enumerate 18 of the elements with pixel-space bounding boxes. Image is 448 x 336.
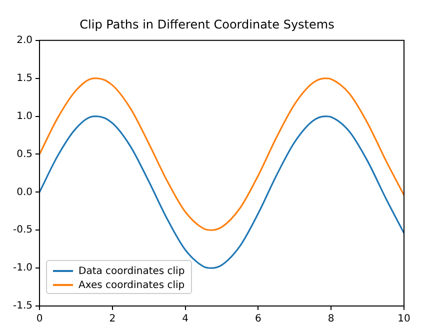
line-series (40, 78, 404, 231)
y-tick-label: 1.0 (16, 110, 33, 122)
y-tick-label: -0.5 (12, 224, 33, 236)
y-tick-label: -1.0 (12, 262, 33, 274)
x-tick-label: 6 (255, 314, 262, 325)
y-tick-label: 0.5 (16, 148, 33, 160)
y-tick-label: 2.0 (16, 34, 33, 46)
y-tick-label: 1.5 (16, 72, 33, 84)
y-tick-label: 0.0 (16, 186, 33, 198)
x-tick-label: 0 (36, 314, 43, 325)
chart-title: Clip Paths in Different Coordinate Systems (80, 17, 334, 32)
legend-label: Axes coordinates clip (78, 280, 185, 290)
y-tick-label: -1.5 (12, 300, 33, 312)
x-tick-label: 8 (328, 314, 334, 325)
x-tick-label: 2 (109, 314, 116, 325)
x-tick-label: 10 (398, 314, 410, 325)
legend-label: Data coordinates clip (78, 266, 185, 276)
x-tick-label: 4 (182, 314, 188, 325)
